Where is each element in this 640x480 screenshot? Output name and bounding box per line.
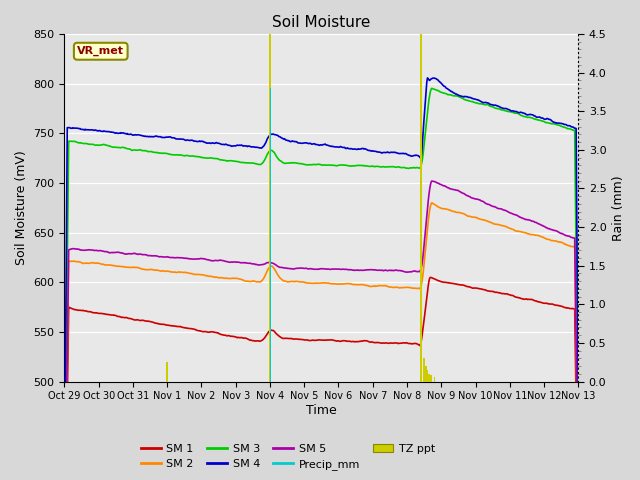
Bar <box>166 362 168 382</box>
Legend: SM 1, SM 2, SM 3, SM 4, SM 5, Precip_mm, TZ ppt: SM 1, SM 2, SM 3, SM 4, SM 5, Precip_mm,… <box>136 439 440 474</box>
Title: Soil Moisture: Soil Moisture <box>272 15 371 30</box>
X-axis label: Time: Time <box>306 404 337 417</box>
Bar <box>425 366 427 382</box>
Bar <box>269 34 271 382</box>
Bar <box>423 359 425 382</box>
Y-axis label: Soil Moisture (mV): Soil Moisture (mV) <box>15 150 28 265</box>
Bar <box>427 370 428 382</box>
Y-axis label: Rain (mm): Rain (mm) <box>612 175 625 240</box>
Bar <box>428 374 430 382</box>
Text: VR_met: VR_met <box>77 46 124 56</box>
Bar <box>433 377 435 382</box>
Bar <box>430 375 432 382</box>
Bar <box>420 34 422 382</box>
